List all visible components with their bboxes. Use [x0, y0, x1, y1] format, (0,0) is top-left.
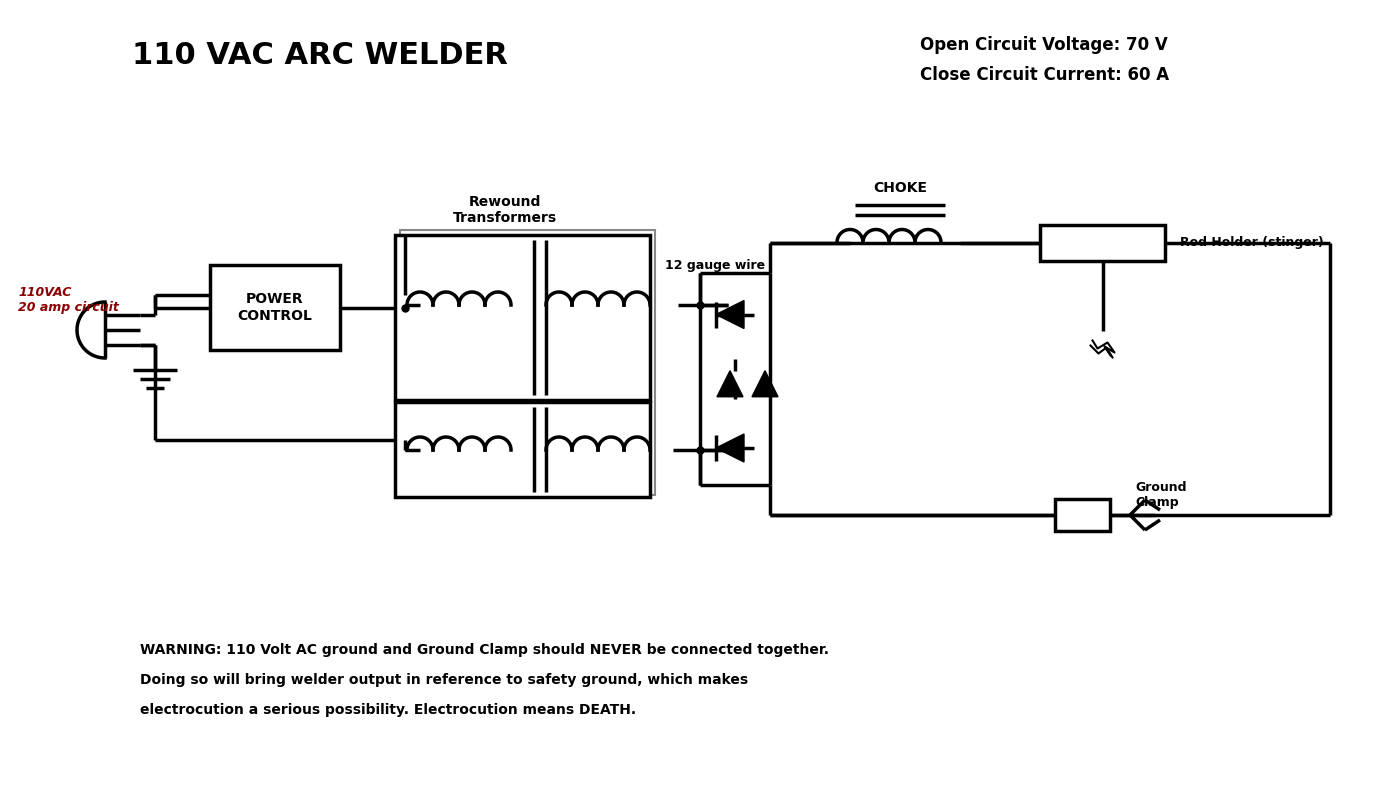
FancyBboxPatch shape: [210, 265, 341, 350]
Text: CHOKE: CHOKE: [873, 181, 927, 195]
Text: Ground
Clamp: Ground Clamp: [1136, 481, 1187, 509]
Polygon shape: [716, 434, 744, 462]
Polygon shape: [752, 371, 778, 396]
Text: POWER
CONTROL: POWER CONTROL: [238, 292, 313, 323]
Text: Rod Holder (stinger): Rod Holder (stinger): [1180, 236, 1323, 249]
Text: Rewound
Transformers: Rewound Transformers: [453, 195, 557, 225]
Text: electrocution a serious possibility. Electrocution means DEATH.: electrocution a serious possibility. Ele…: [140, 703, 637, 717]
Text: 110VAC
20 amp circuit: 110VAC 20 amp circuit: [18, 286, 120, 314]
Text: 110 VAC ARC WELDER: 110 VAC ARC WELDER: [132, 41, 507, 70]
Polygon shape: [717, 371, 744, 396]
Text: Close Circuit Current: 60 A: Close Circuit Current: 60 A: [920, 66, 1169, 84]
FancyBboxPatch shape: [1055, 499, 1111, 531]
FancyBboxPatch shape: [400, 230, 655, 495]
Text: WARNING: 110 Volt AC ground and Ground Clamp should NEVER be connected together.: WARNING: 110 Volt AC ground and Ground C…: [140, 643, 828, 657]
FancyBboxPatch shape: [395, 402, 651, 497]
Text: 12 gauge wire: 12 gauge wire: [664, 258, 764, 272]
Polygon shape: [716, 301, 744, 328]
Text: Doing so will bring welder output in reference to safety ground, which makes: Doing so will bring welder output in ref…: [140, 673, 748, 687]
FancyBboxPatch shape: [1040, 225, 1165, 261]
FancyBboxPatch shape: [395, 235, 651, 400]
Text: Open Circuit Voltage: 70 V: Open Circuit Voltage: 70 V: [920, 36, 1168, 54]
